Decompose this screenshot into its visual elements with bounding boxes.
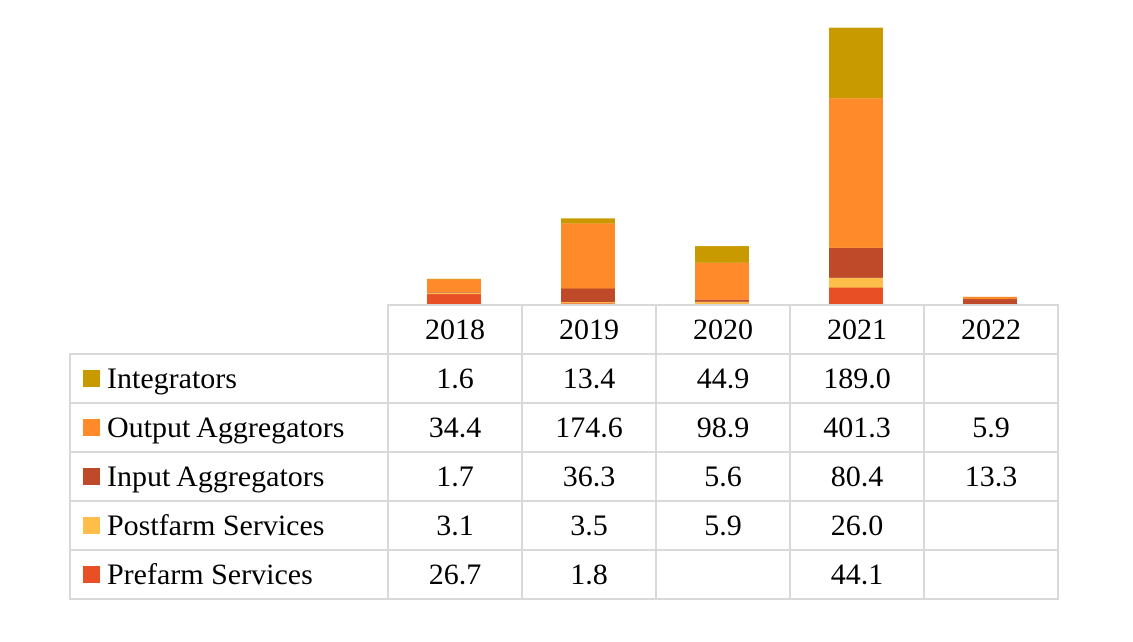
bar-segment (427, 292, 481, 295)
legend-entry: Output Aggregators (69, 402, 389, 453)
data-label: 34.4 (387, 402, 523, 453)
data-label: 44.1 (789, 549, 925, 600)
series-name: Integrators (107, 361, 237, 395)
data-label: 401.3 (789, 402, 925, 453)
bar-segment (695, 262, 749, 300)
bar-segment (829, 98, 883, 248)
data-label: 5.6 (655, 451, 791, 502)
data-label: 80.4 (789, 451, 925, 502)
bar-segment (561, 223, 615, 289)
year-header: 2020 (655, 304, 791, 355)
data-label (923, 500, 1059, 551)
data-label (923, 549, 1059, 600)
series-name: Input Aggregators (107, 459, 325, 493)
data-label: 36.3 (521, 451, 657, 502)
bar-segment (829, 247, 883, 278)
bar-segment (427, 279, 481, 293)
data-label: 44.9 (655, 353, 791, 404)
legend-swatch (83, 370, 100, 388)
table-header-row: 2018 2019 2020 2021 2022 (70, 304, 1059, 355)
table-corner (70, 305, 389, 355)
data-label: 5.9 (655, 500, 791, 551)
stacked-bar-chart (427, 27, 1017, 304)
data-label: 174.6 (521, 402, 657, 453)
data-label (655, 549, 791, 600)
bar-segment (829, 27, 883, 99)
data-label: 5.9 (923, 402, 1059, 453)
series-name: Output Aggregators (107, 410, 345, 444)
year-header: 2021 (789, 304, 925, 355)
data-label: 1.8 (521, 549, 657, 600)
bar-segment (963, 296, 1017, 300)
bar-segment (427, 278, 481, 280)
data-label: 3.1 (387, 500, 523, 551)
data-label: 1.7 (387, 451, 523, 502)
table-row: Output Aggregators 34.4 174.6 98.9 401.3… (69, 402, 1059, 453)
bar-segment (829, 287, 883, 304)
bar-segment (695, 299, 749, 302)
bar-segment (829, 277, 883, 288)
data-label: 98.9 (655, 402, 791, 453)
table-row: Integrators 1.6 13.4 44.9 189.0 (69, 353, 1059, 404)
bar-segment (695, 301, 749, 304)
bar-segment (561, 303, 615, 304)
series-name: Postfarm Services (107, 508, 325, 542)
series-name: Prefarm Services (107, 557, 313, 591)
data-label: 3.5 (521, 500, 657, 551)
table-row: Input Aggregators 1.7 36.3 5.6 80.4 13.3 (69, 451, 1059, 502)
bar-segment (963, 299, 1017, 304)
legend-swatch (83, 468, 100, 486)
bar-segment (561, 218, 615, 224)
legend-entry: Postfarm Services (69, 500, 389, 551)
bar-segment (427, 292, 481, 293)
table-row: Postfarm Services 3.1 3.5 5.9 26.0 (69, 500, 1059, 551)
data-label (923, 353, 1059, 404)
legend-swatch (83, 566, 100, 584)
legend-swatch (83, 419, 100, 437)
year-header: 2022 (923, 304, 1059, 355)
legend-swatch (83, 517, 100, 535)
data-label: 13.3 (923, 451, 1059, 502)
bar-segment (427, 294, 481, 304)
data-label: 13.4 (521, 353, 657, 404)
legend-entry: Integrators (69, 353, 389, 404)
data-label: 189.0 (789, 353, 925, 404)
data-label: 1.6 (387, 353, 523, 404)
year-header: 2019 (521, 304, 657, 355)
bar-segment (561, 302, 615, 304)
table-row: Prefarm Services 26.7 1.8 44.1 (69, 549, 1059, 600)
bar-segment (561, 288, 615, 303)
year-header: 2018 (387, 304, 523, 355)
chart-data-table: 2018 2019 2020 2021 2022 Integrators 1.6… (69, 304, 1059, 600)
data-label: 26.0 (789, 500, 925, 551)
legend-entry: Input Aggregators (69, 451, 389, 502)
bar-segment (695, 246, 749, 263)
data-label: 26.7 (387, 549, 523, 600)
legend-entry: Prefarm Services (69, 549, 389, 600)
